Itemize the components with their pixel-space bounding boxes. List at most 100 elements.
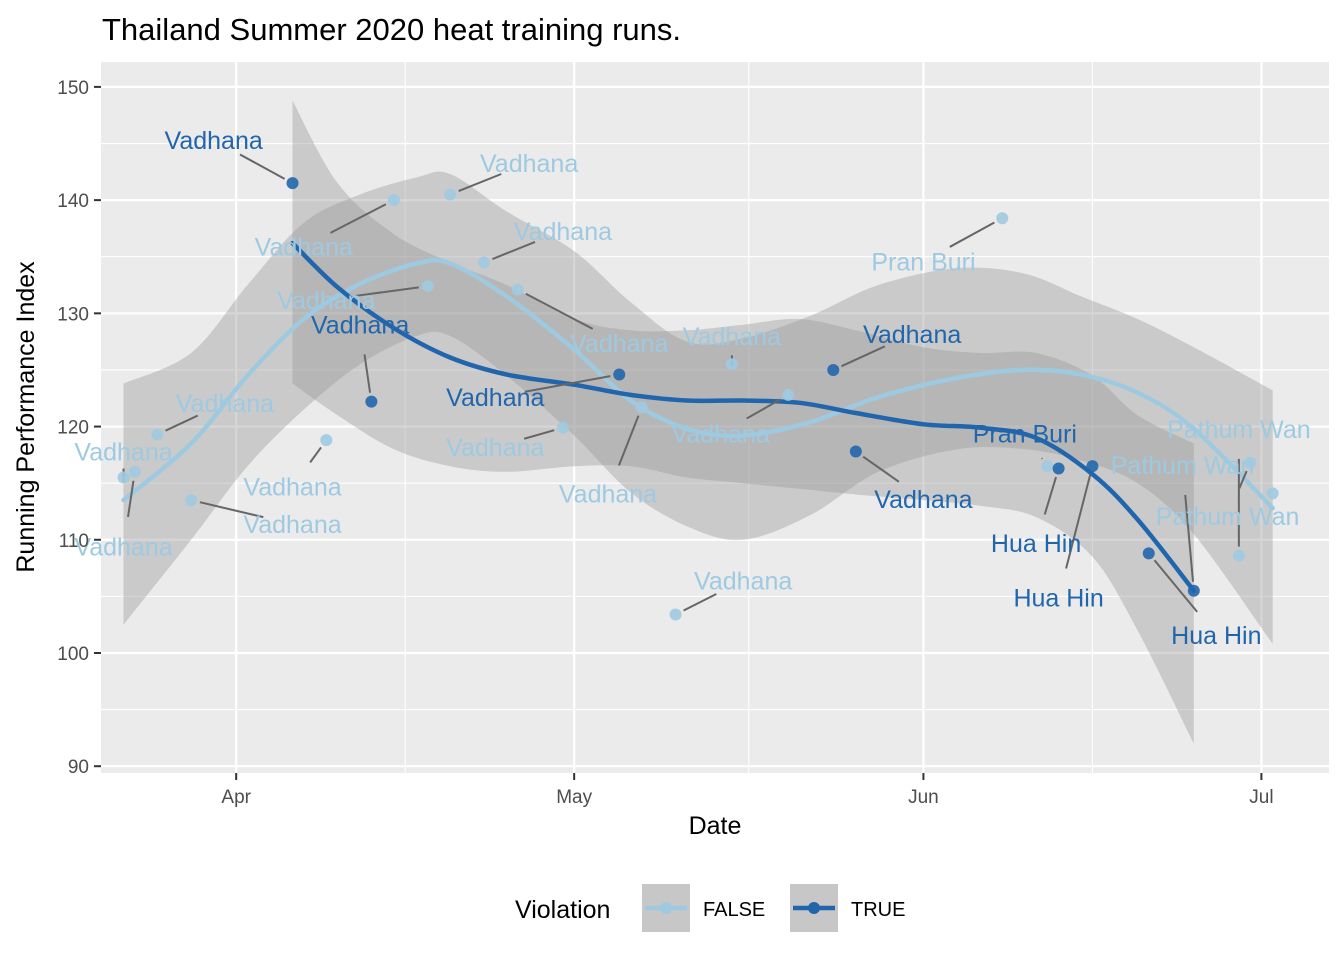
data-point bbox=[1244, 456, 1257, 469]
data-point bbox=[1086, 460, 1099, 473]
data-point bbox=[1187, 584, 1200, 597]
point-label: Vadhana bbox=[514, 218, 612, 246]
point-label: Vadhana bbox=[480, 150, 578, 178]
y-tick-label: 120 bbox=[57, 418, 89, 439]
x-tick-label: Jun bbox=[908, 787, 939, 808]
y-axis-title: Running Performance Index bbox=[12, 261, 40, 573]
plot-panel bbox=[101, 62, 1329, 773]
label-segment bbox=[525, 292, 594, 330]
point-label: Vadhana bbox=[559, 480, 657, 508]
smooth-lines bbox=[121, 240, 1275, 593]
label-segment bbox=[165, 414, 199, 432]
point-label: Vadhana bbox=[672, 420, 770, 448]
label-segment bbox=[1043, 476, 1057, 515]
point-label: Vadhana bbox=[863, 321, 961, 349]
data-point bbox=[365, 395, 378, 408]
point-label: Hua Hin bbox=[991, 530, 1081, 558]
data-point bbox=[151, 428, 164, 441]
y-tick-label: 130 bbox=[57, 304, 89, 325]
point-label: Vadhana bbox=[255, 234, 353, 262]
label-segment bbox=[1184, 494, 1194, 582]
label-segment bbox=[841, 345, 886, 368]
point-label: Vadhana bbox=[570, 330, 668, 358]
label-segment bbox=[523, 429, 555, 440]
confidence-ribbon-true bbox=[292, 100, 1194, 744]
point-label: Vadhana bbox=[243, 474, 341, 502]
chart-title: Thailand Summer 2020 heat training runs. bbox=[102, 12, 681, 47]
data-point bbox=[635, 401, 648, 414]
data-point bbox=[128, 465, 141, 478]
label-segment bbox=[1065, 474, 1092, 569]
point-label: Vadhana bbox=[176, 390, 274, 418]
point-label: Vadhana bbox=[683, 323, 781, 351]
legend-point-true bbox=[808, 902, 820, 914]
x-tick-label: May bbox=[556, 787, 592, 808]
data-point bbox=[1142, 547, 1155, 560]
point-label: Hua Hin bbox=[1013, 585, 1103, 613]
point-label: Vadhana bbox=[694, 568, 792, 596]
label-segment bbox=[618, 415, 640, 466]
data-point bbox=[185, 494, 198, 507]
grid-minor bbox=[101, 62, 1329, 773]
data-points bbox=[117, 177, 1279, 621]
point-label: Pathum Wan bbox=[1111, 452, 1255, 480]
label-segment bbox=[127, 480, 135, 518]
data-point bbox=[1041, 460, 1054, 473]
y-axis: 90 100 110 120 130 140 150 bbox=[57, 78, 101, 778]
data-point bbox=[725, 358, 738, 371]
point-label: Pran Buri bbox=[871, 248, 975, 276]
legend: Violation FALSE TRUE bbox=[515, 884, 905, 932]
data-point bbox=[827, 363, 840, 376]
smooth-line-true bbox=[290, 240, 1197, 593]
label-segment bbox=[949, 221, 995, 248]
label-segments bbox=[122, 153, 1248, 613]
x-axis-title: Date bbox=[689, 812, 742, 840]
data-point bbox=[613, 368, 626, 381]
data-point bbox=[782, 388, 795, 401]
confidence-ribbon-false bbox=[123, 171, 1273, 644]
legend-label-true: TRUE bbox=[851, 899, 905, 921]
data-point bbox=[117, 471, 130, 484]
data-point bbox=[387, 194, 400, 207]
x-tick-label: Jul bbox=[1249, 787, 1273, 808]
label-segment bbox=[862, 455, 900, 483]
point-label: Vadhana bbox=[446, 384, 544, 412]
data-point bbox=[320, 434, 333, 447]
y-tick-label: 100 bbox=[57, 644, 89, 665]
data-point bbox=[286, 177, 299, 190]
point-label: Vadhana bbox=[74, 439, 172, 467]
point-label: Pathum Wan bbox=[1167, 416, 1311, 444]
point-label: Pathum Wan bbox=[1156, 503, 1300, 531]
confidence-ribbons bbox=[123, 100, 1273, 744]
label-segment bbox=[683, 593, 717, 612]
y-tick-label: 140 bbox=[57, 191, 89, 212]
legend-title: Violation bbox=[515, 896, 610, 924]
y-tick-label: 150 bbox=[57, 78, 89, 99]
data-point bbox=[849, 445, 862, 458]
label-segment bbox=[1153, 559, 1198, 613]
label-segment bbox=[363, 354, 372, 393]
point-label: Vadhana bbox=[311, 312, 409, 340]
label-segment bbox=[1238, 470, 1248, 489]
data-point bbox=[996, 212, 1009, 225]
data-point bbox=[556, 421, 569, 434]
label-segment bbox=[458, 173, 502, 193]
x-axis: Apr May Jun Jul bbox=[221, 773, 1274, 808]
data-point bbox=[444, 188, 457, 201]
smooth-line-false bbox=[121, 257, 1275, 511]
legend-label-false: FALSE bbox=[703, 899, 765, 921]
x-tick-label: Apr bbox=[221, 787, 251, 808]
data-point bbox=[478, 256, 491, 269]
point-label: Vadhana bbox=[243, 511, 341, 539]
point-labels: VadhanaVadhanaVadhanaVadhanaVadhanaVadha… bbox=[74, 127, 1310, 650]
data-point bbox=[1052, 462, 1065, 475]
label-segment bbox=[746, 398, 781, 420]
label-segment bbox=[329, 203, 387, 234]
data-point bbox=[421, 280, 434, 293]
data-point bbox=[669, 608, 682, 621]
data-point bbox=[511, 283, 524, 296]
point-label: Hua Hin bbox=[1171, 622, 1261, 650]
data-point bbox=[1266, 487, 1279, 500]
label-segment bbox=[355, 286, 419, 297]
